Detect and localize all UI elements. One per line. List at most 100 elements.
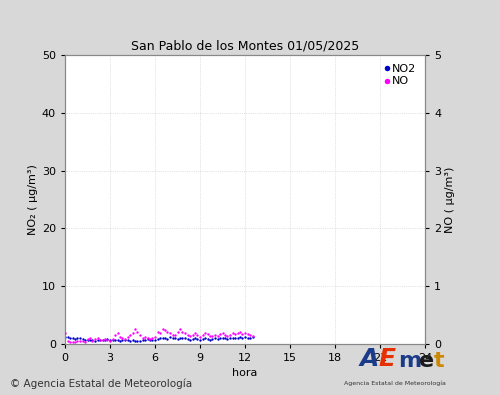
Point (238, 331, 246, 337)
Point (196, 337, 204, 343)
Point (66, 335, 74, 341)
Point (68, 339, 76, 346)
Point (166, 334, 174, 340)
Point (208, 336, 216, 342)
Point (211, 335, 219, 342)
Point (108, 337, 116, 343)
Point (126, 338, 134, 344)
Point (131, 326, 139, 333)
Point (131, 338, 139, 344)
Point (118, 335, 126, 341)
Point (186, 333, 194, 339)
Point (191, 330, 199, 337)
Point (61, 330, 69, 337)
Point (248, 333, 256, 339)
Point (204, 336, 212, 342)
Point (168, 335, 176, 341)
Point (128, 337, 136, 343)
Point (108, 336, 116, 342)
Point (166, 330, 174, 337)
Point (148, 337, 156, 343)
Point (214, 333, 222, 339)
Point (78, 336, 86, 342)
Point (74, 338, 82, 344)
Point (228, 330, 236, 337)
Point (234, 330, 241, 337)
Point (71, 336, 79, 342)
Point (178, 335, 186, 341)
Point (246, 332, 254, 338)
Point (164, 329, 172, 335)
Y-axis label: NO ( µg/m³): NO ( µg/m³) (446, 166, 456, 233)
Point (106, 337, 114, 343)
Point (188, 332, 196, 338)
Point (231, 335, 239, 342)
Legend: NO2, NO: NO2, NO (381, 61, 420, 90)
Point (184, 332, 192, 338)
Point (64, 334, 72, 340)
Point (226, 332, 234, 338)
Point (148, 335, 156, 341)
Point (174, 329, 182, 335)
Point (88, 338, 96, 344)
Point (171, 332, 179, 338)
Point (161, 327, 169, 333)
Point (221, 332, 229, 338)
Point (88, 337, 96, 343)
Point (124, 337, 132, 343)
Point (214, 336, 222, 342)
Point (126, 332, 134, 338)
Point (151, 337, 159, 343)
Point (211, 332, 219, 338)
Point (178, 329, 186, 335)
Point (196, 333, 204, 340)
Point (228, 335, 236, 341)
Point (74, 335, 82, 342)
Point (144, 336, 152, 342)
Point (218, 330, 226, 337)
Point (246, 335, 254, 341)
Point (94, 337, 102, 343)
Point (144, 335, 152, 341)
Point (204, 331, 212, 338)
Point (71, 339, 79, 345)
Point (151, 333, 159, 340)
Point (184, 336, 192, 342)
Point (226, 335, 234, 342)
Point (181, 330, 189, 337)
Text: Agencia Estatal de Meteorología: Agencia Estatal de Meteorología (344, 380, 446, 386)
Point (136, 332, 144, 338)
Point (111, 332, 119, 338)
Point (81, 337, 89, 343)
Point (66, 339, 74, 345)
Point (201, 335, 209, 342)
Point (104, 336, 112, 342)
Point (64, 338, 72, 344)
Point (244, 331, 252, 338)
Point (236, 329, 244, 335)
Point (176, 335, 184, 342)
Point (156, 335, 164, 342)
Point (236, 334, 244, 340)
Point (174, 336, 182, 342)
Point (191, 335, 199, 342)
Text: t: t (434, 351, 444, 371)
Point (114, 337, 122, 343)
Point (141, 337, 149, 343)
Point (101, 337, 109, 343)
Point (138, 335, 146, 341)
Point (176, 326, 184, 333)
Point (156, 330, 164, 337)
Point (234, 335, 241, 341)
Point (206, 333, 214, 339)
Point (106, 338, 114, 344)
Point (91, 336, 99, 342)
Text: A: A (360, 347, 380, 371)
Point (198, 332, 206, 338)
Point (96, 337, 104, 343)
Y-axis label: NO₂ ( µg/m³): NO₂ ( µg/m³) (28, 164, 38, 235)
Point (198, 336, 206, 342)
Point (221, 335, 229, 342)
Point (118, 337, 126, 343)
Point (81, 339, 89, 345)
